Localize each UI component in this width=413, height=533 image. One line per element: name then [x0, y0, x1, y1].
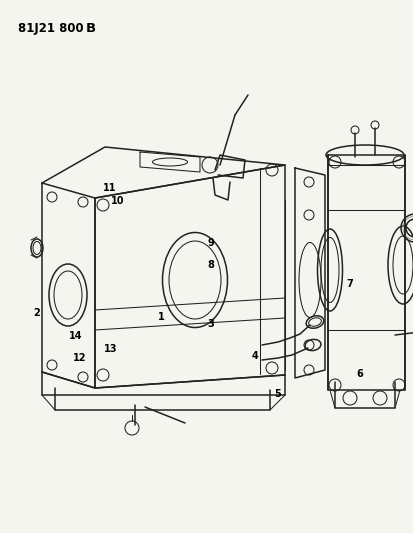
Text: 13: 13 — [104, 344, 117, 354]
Text: 2: 2 — [33, 308, 40, 318]
Text: 9: 9 — [207, 238, 214, 247]
Text: B: B — [86, 22, 96, 35]
Text: 81J21 800: 81J21 800 — [18, 22, 83, 35]
Text: 8: 8 — [207, 260, 214, 270]
Text: 12: 12 — [73, 353, 86, 363]
Text: 11: 11 — [103, 183, 116, 192]
Text: 5: 5 — [273, 390, 280, 399]
Text: 6: 6 — [356, 369, 363, 379]
Text: 7: 7 — [346, 279, 352, 289]
Text: 1: 1 — [158, 312, 164, 322]
Text: 3: 3 — [207, 319, 214, 329]
Text: 10: 10 — [111, 197, 124, 206]
Text: 4: 4 — [251, 351, 257, 361]
Text: 14: 14 — [69, 331, 82, 341]
